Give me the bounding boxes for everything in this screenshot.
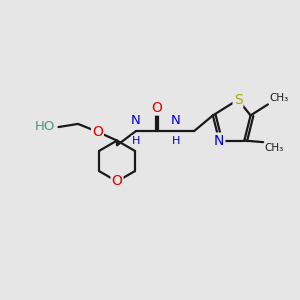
Text: CH₃: CH₃ <box>269 93 289 103</box>
Text: H: H <box>172 136 180 146</box>
Text: N: N <box>171 114 181 128</box>
Text: CH₃: CH₃ <box>265 143 284 153</box>
Text: HO: HO <box>34 120 55 133</box>
Text: S: S <box>234 93 242 107</box>
Text: O: O <box>112 174 122 188</box>
Text: N: N <box>214 134 224 148</box>
Text: N: N <box>131 114 141 128</box>
Text: H: H <box>132 136 140 146</box>
Text: O: O <box>151 100 162 115</box>
Text: O: O <box>92 125 103 139</box>
